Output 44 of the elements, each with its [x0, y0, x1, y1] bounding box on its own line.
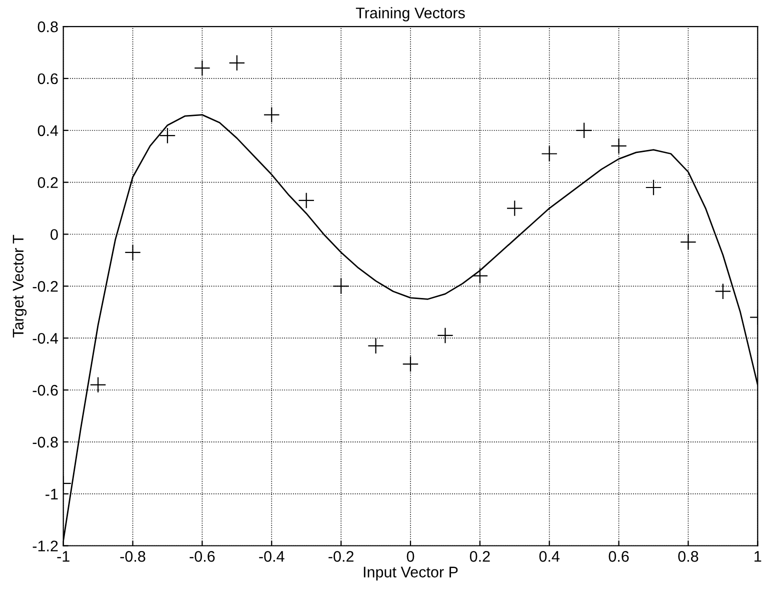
x-tick-label: -0.4 — [259, 551, 284, 562]
x-axis-title: Input Vector P — [364, 566, 458, 580]
point — [437, 327, 454, 344]
x-tick-label: -0.6 — [190, 551, 215, 562]
point — [506, 200, 523, 216]
point — [402, 356, 419, 372]
x-tick-label: -1 — [57, 551, 70, 562]
y-tick-label: -0.8 — [32, 436, 58, 448]
x-tick-label: 0 — [406, 551, 414, 562]
y-tick-label: -1 — [46, 488, 58, 500]
x-tick-label: 0.8 — [678, 551, 698, 562]
x-tick-label: 0.6 — [608, 551, 629, 562]
x-tick-label: 1 — [754, 551, 762, 562]
y-tick-label: 0.8 — [38, 21, 58, 32]
point — [263, 106, 280, 123]
point — [90, 376, 106, 393]
y-tick-label: 0.4 — [38, 125, 58, 136]
chart-title: Training Vectors — [356, 7, 465, 22]
y-tick-label: -0.4 — [32, 332, 58, 344]
point — [610, 138, 627, 154]
point — [194, 60, 210, 76]
y-axis-title: Target Vector T — [12, 234, 27, 338]
y-tick-label: -0.2 — [32, 281, 58, 292]
point — [714, 283, 732, 300]
x-tick-label: 0.2 — [470, 551, 490, 562]
point — [541, 146, 558, 162]
y-tick-label: -0.6 — [32, 384, 58, 396]
y-tick-label: 0.2 — [38, 177, 58, 188]
point — [228, 54, 246, 72]
y-tick-label: -1.2 — [32, 540, 58, 552]
x-tick-label: 0.4 — [539, 551, 560, 562]
point — [576, 122, 592, 139]
point — [472, 268, 488, 284]
y-tick-label: 0.6 — [38, 73, 58, 84]
x-tick-label: -0.2 — [328, 551, 354, 562]
point — [298, 192, 315, 209]
point — [332, 278, 350, 294]
point — [124, 244, 141, 261]
y-tick-label: 0 — [50, 229, 58, 240]
point — [680, 234, 696, 250]
point — [368, 338, 384, 354]
point — [159, 127, 176, 144]
point — [645, 179, 662, 196]
x-tick-label: -0.8 — [120, 551, 146, 562]
